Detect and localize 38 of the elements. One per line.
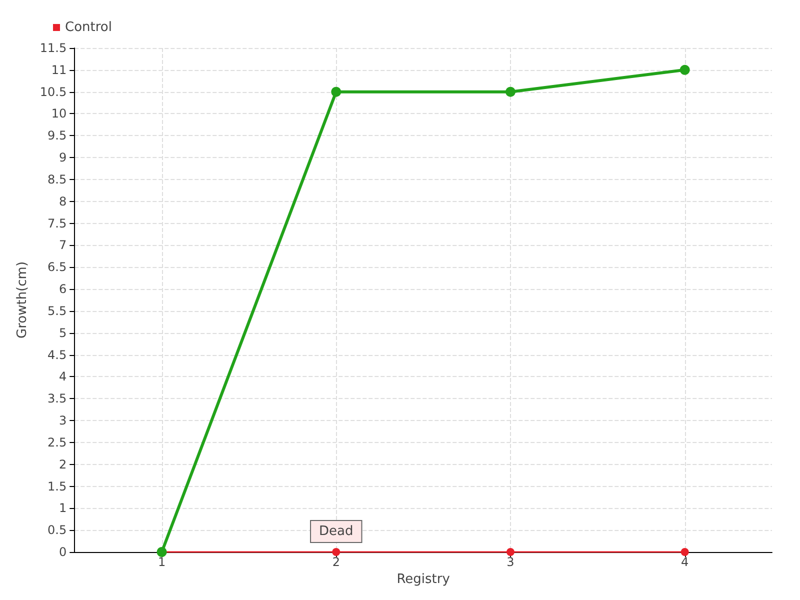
y-tick-label: 1 [58,501,67,516]
y-tick-label: 8 [58,194,67,208]
point [680,64,690,75]
y-tick-label: 7.5 [48,216,67,230]
point [332,548,340,556]
y-tick-label: 4 [58,370,67,384]
y-tick-label: 11.5 [40,41,67,55]
annotation: Dead [319,524,354,539]
x-axis-title: Registry [396,572,450,587]
point [331,86,342,97]
y-tick-label: 10 [51,106,67,121]
y-tick-label: 5.5 [48,304,67,318]
y-tick-label: 4.5 [48,348,67,362]
y-tick-label: 6.5 [48,260,67,274]
y-tick-label: 8.5 [48,172,67,186]
legend-label: Control [65,20,112,35]
point [506,548,514,556]
y-tick-label: 2.5 [48,435,67,450]
y-tick-label: 3 [58,414,67,428]
y-tick-label: 5 [58,326,67,340]
point [680,548,689,556]
x-tick-label: 2 [332,555,340,569]
y-tick-label: 1.5 [48,479,67,494]
y-tick-label: 10.5 [40,84,67,99]
y-tick-label: 7 [58,238,67,252]
y-tick-label: 6 [58,282,67,296]
y-tick-label: 2 [58,457,67,472]
y-tick-label: 3.5 [48,392,67,406]
y-tick-label: 9.5 [48,128,67,143]
y-tick-label: 9 [58,150,67,165]
x-tick-label: 4 [681,555,689,569]
x-tick-label: 1 [158,555,166,569]
point [505,86,516,97]
y-axis-title: Growth(cm) [15,261,30,339]
x-tick-label: 3 [506,555,514,569]
y-tick-label: 0.5 [48,523,67,538]
y-tick-label: 0 [58,545,67,559]
y-tick-label: 11 [51,62,67,77]
